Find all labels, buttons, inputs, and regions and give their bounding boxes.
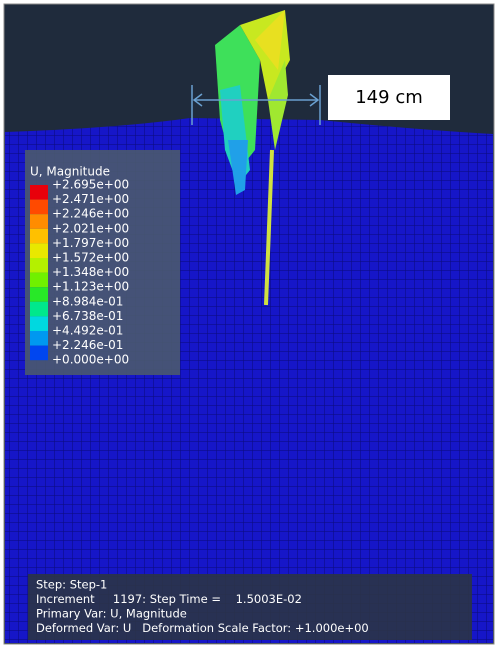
legend-band xyxy=(30,302,48,317)
legend-label: +8.984e-01 xyxy=(52,294,123,308)
legend-label: +0.000e+00 xyxy=(52,353,129,367)
legend-label: +2.471e+00 xyxy=(52,192,129,206)
legend-band xyxy=(30,185,48,200)
legend-band xyxy=(30,287,48,302)
screenshot: 149 cm U, Magnitude +2.695e+00+2.471e+00… xyxy=(0,0,498,648)
info-line: Step: Step-1 xyxy=(36,578,107,592)
legend-label: +2.695e+00 xyxy=(52,178,129,192)
legend-band xyxy=(30,346,48,361)
info-line: Primary Var: U, Magnitude xyxy=(36,607,187,621)
legend-bands xyxy=(30,185,48,360)
legend-label: +2.021e+00 xyxy=(52,221,129,235)
legend-band xyxy=(30,229,48,244)
legend-title: U, Magnitude xyxy=(30,165,110,179)
legend-label: +2.246e+00 xyxy=(52,207,129,221)
legend-band xyxy=(30,243,48,258)
legend-label: +2.246e-01 xyxy=(52,338,123,352)
legend-label: +1.123e+00 xyxy=(52,280,129,294)
legend-label: +1.797e+00 xyxy=(52,236,129,250)
legend-band xyxy=(30,331,48,346)
info-line: Deformed Var: U Deformation Scale Factor… xyxy=(36,621,369,635)
annotation: 149 cm xyxy=(355,87,423,108)
legend-band xyxy=(30,316,48,331)
legend-band xyxy=(30,258,48,273)
legend-label: +1.572e+00 xyxy=(52,251,129,265)
legend-band xyxy=(30,273,48,288)
legend-label: +6.738e-01 xyxy=(52,309,123,323)
legend-band xyxy=(30,214,48,229)
legend-label: +4.492e-01 xyxy=(52,324,123,338)
legend-band xyxy=(30,200,48,215)
legend-label: +1.348e+00 xyxy=(52,265,129,279)
info-line: Increment 1197: Step Time = 1.5003E-02 xyxy=(36,592,302,606)
